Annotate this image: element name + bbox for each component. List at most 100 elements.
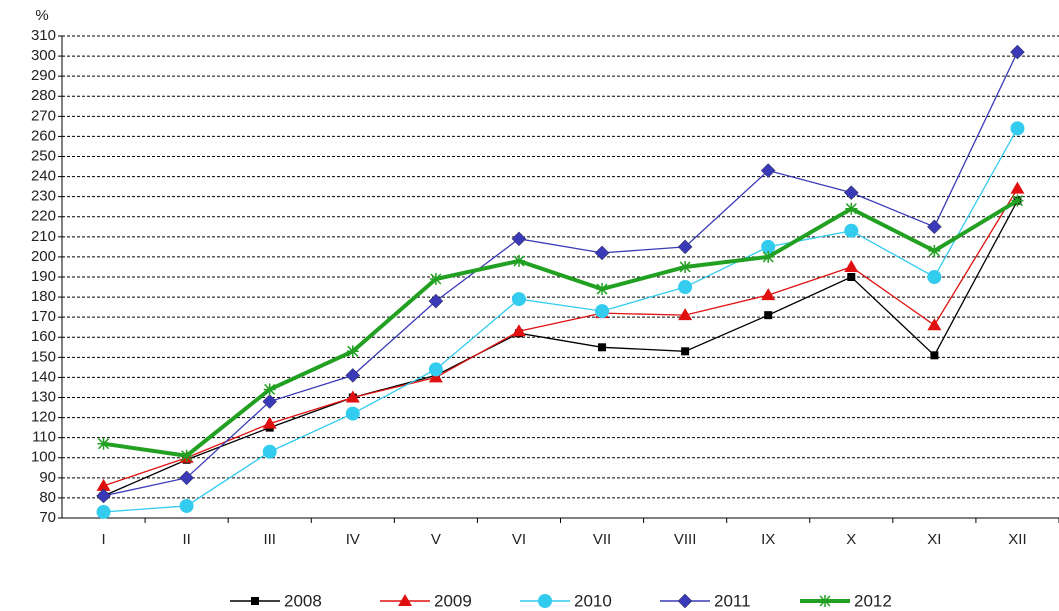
y-tick-label: 200 — [31, 248, 56, 265]
legend-label: 2011 — [714, 591, 751, 610]
marker — [844, 259, 859, 272]
series-line — [103, 200, 1019, 497]
marker — [678, 308, 693, 321]
y-tick-label: 290 — [31, 67, 56, 84]
series-line — [103, 51, 1019, 497]
marker — [927, 219, 942, 235]
marker — [1010, 44, 1025, 60]
marker — [760, 163, 776, 178]
marker — [819, 595, 831, 607]
marker — [429, 273, 442, 286]
x-tick-label: VII — [593, 531, 611, 548]
y-tick-label: 300 — [31, 47, 56, 64]
x-tick-label: IV — [346, 531, 360, 548]
marker — [180, 449, 193, 462]
marker — [251, 597, 259, 605]
marker — [179, 470, 194, 486]
x-tick-label: X — [846, 531, 856, 548]
marker — [762, 250, 775, 263]
marker — [1010, 121, 1025, 136]
x-tick-label: I — [101, 531, 105, 548]
legend-label: 2010 — [574, 591, 612, 610]
marker — [96, 478, 111, 491]
marker — [428, 293, 444, 309]
y-tick-label: 280 — [31, 87, 56, 104]
y-tick-label: 220 — [31, 208, 56, 225]
marker — [677, 593, 693, 609]
x-tick-label: XII — [1008, 531, 1026, 548]
marker — [97, 437, 110, 450]
y-tick-label: 70 — [39, 509, 56, 526]
y-tick-label: 150 — [31, 348, 56, 365]
series-line — [103, 188, 1019, 487]
y-axis-label: % — [35, 7, 48, 24]
marker — [678, 280, 693, 295]
x-tick-label: VI — [512, 531, 526, 548]
marker — [428, 370, 443, 383]
marker — [262, 444, 277, 459]
y-tick-label: 230 — [31, 188, 56, 205]
marker — [596, 283, 609, 296]
y-tick-label: 120 — [31, 409, 56, 426]
marker — [96, 488, 111, 504]
marker — [679, 260, 692, 273]
y-tick-label: 250 — [31, 147, 56, 164]
legend-label: 2008 — [284, 591, 322, 610]
marker — [843, 185, 859, 201]
marker — [511, 292, 526, 307]
marker — [262, 416, 277, 429]
marker — [346, 345, 359, 358]
y-tick-label: 210 — [31, 228, 56, 245]
y-tick-label: 130 — [31, 388, 56, 405]
marker — [927, 270, 942, 284]
x-tick-label: II — [182, 531, 190, 548]
x-tick-label: III — [263, 531, 276, 548]
marker — [1011, 194, 1024, 207]
legend-label: 2012 — [854, 591, 892, 610]
marker — [761, 239, 776, 254]
marker — [511, 231, 527, 247]
marker — [761, 288, 776, 301]
marker — [847, 273, 856, 281]
marker — [595, 304, 610, 319]
marker — [428, 362, 443, 377]
marker — [844, 223, 859, 238]
marker — [179, 498, 194, 513]
y-tick-label: 80 — [39, 489, 56, 506]
marker — [594, 245, 610, 261]
marker — [96, 504, 111, 519]
x-tick-label: IX — [761, 531, 775, 548]
y-tick-label: 190 — [31, 268, 56, 285]
marker — [398, 594, 412, 606]
y-tick-label: 240 — [31, 168, 56, 185]
marker — [263, 383, 276, 396]
marker — [512, 254, 525, 267]
x-tick-label: V — [431, 531, 441, 548]
y-tick-label: 270 — [31, 107, 56, 124]
y-tick-label: 100 — [31, 449, 56, 466]
y-tick-label: 90 — [39, 469, 56, 486]
marker — [345, 390, 360, 403]
y-tick-label: 260 — [31, 127, 56, 144]
marker — [538, 594, 552, 608]
marker — [677, 239, 693, 255]
marker — [764, 311, 773, 320]
marker — [927, 318, 942, 331]
marker — [262, 394, 278, 409]
marker — [1010, 181, 1025, 194]
marker — [511, 324, 526, 337]
marker — [598, 343, 607, 352]
marker — [681, 347, 690, 356]
y-tick-label: 310 — [31, 27, 56, 44]
y-tick-label: 140 — [31, 368, 56, 385]
marker — [345, 368, 361, 383]
marker — [930, 351, 939, 360]
y-tick-label: 170 — [31, 308, 56, 325]
y-tick-label: 160 — [31, 328, 56, 345]
y-tick-label: 180 — [31, 288, 56, 305]
series-line — [103, 128, 1019, 513]
marker — [345, 406, 360, 421]
x-tick-label: VIII — [674, 531, 697, 548]
y-tick-label: 110 — [32, 429, 56, 446]
legend-label: 2009 — [434, 591, 472, 610]
